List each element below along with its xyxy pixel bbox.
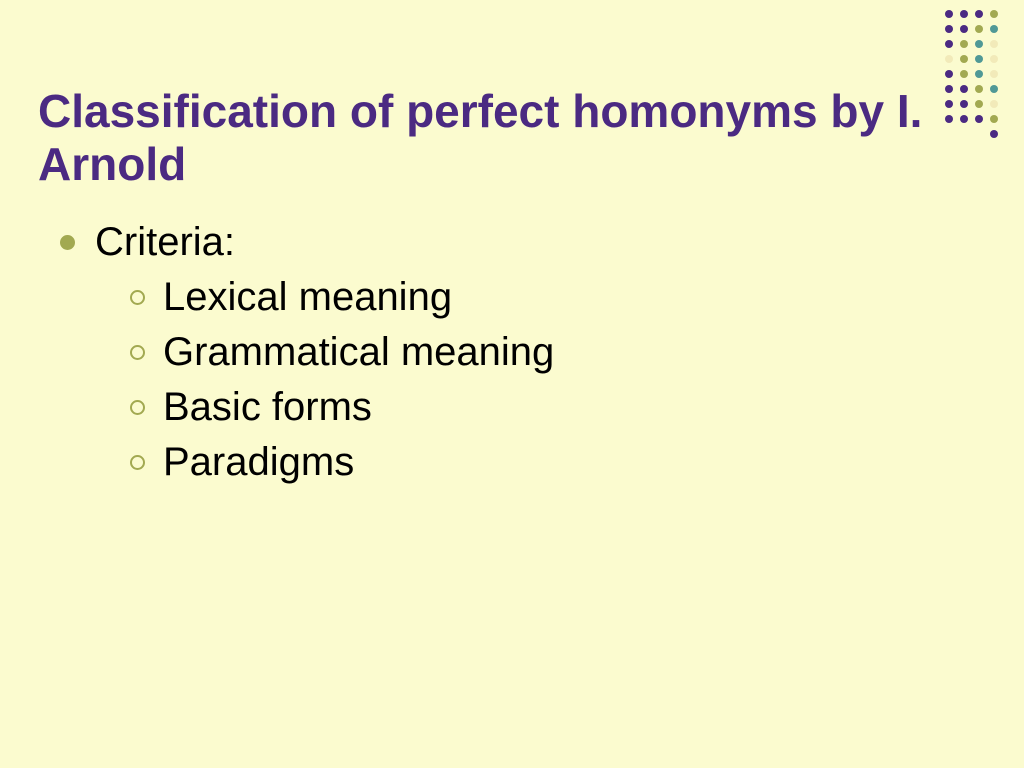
decor-dot-icon: [990, 10, 998, 18]
list-item: Criteria:: [60, 220, 964, 265]
decor-dot-icon: [975, 55, 983, 63]
decor-dot-icon: [945, 55, 953, 63]
bullet-ring-icon: [130, 345, 145, 360]
bullet-ring-icon: [130, 455, 145, 470]
list-item: Basic forms: [130, 385, 964, 430]
decor-dot-icon: [990, 70, 998, 78]
bullet-ring-icon: [130, 290, 145, 305]
decor-row: [945, 40, 998, 48]
decor-dot-icon: [990, 25, 998, 33]
list-item: Paradigms: [130, 440, 964, 485]
decor-dot-icon: [960, 10, 968, 18]
list-item-label: Lexical meaning: [163, 275, 452, 320]
decor-dot-icon: [975, 40, 983, 48]
decor-dot-icon: [990, 115, 998, 123]
list-item: Grammatical meaning: [130, 330, 964, 375]
slide-title: Classification of perfect homonyms by I.…: [38, 85, 984, 191]
decor-dot-icon: [960, 55, 968, 63]
decor-row: [945, 25, 998, 33]
list-item-label: Basic forms: [163, 385, 372, 430]
decor-dot-icon: [990, 130, 998, 138]
decor-row: [990, 130, 998, 138]
decor-row: [945, 70, 998, 78]
sub-list: Lexical meaning Grammatical meaning Basi…: [130, 275, 964, 485]
list-item: Lexical meaning: [130, 275, 964, 320]
decor-row: [945, 10, 998, 18]
decor-dot-icon: [960, 25, 968, 33]
decor-dot-icon: [960, 40, 968, 48]
decor-dot-icon: [945, 40, 953, 48]
decor-dot-icon: [945, 10, 953, 18]
decor-dot-icon: [990, 55, 998, 63]
title-row: Classification of perfect homonyms by I.…: [38, 85, 984, 191]
list-item-label: Paradigms: [163, 440, 354, 485]
content-area: Criteria: Lexical meaning Grammatical me…: [60, 220, 964, 495]
decor-dot-icon: [975, 10, 983, 18]
bullet-list: Criteria: Lexical meaning Grammatical me…: [60, 220, 964, 485]
bullet-ring-icon: [130, 400, 145, 415]
decor-row: [945, 55, 998, 63]
decor-dot-icon: [945, 70, 953, 78]
decor-dot-icon: [960, 70, 968, 78]
decor-dot-icon: [990, 100, 998, 108]
list-item-label: Criteria:: [95, 220, 235, 265]
decor-dot-icon: [945, 25, 953, 33]
bullet-dot-icon: [60, 235, 75, 250]
list-item-label: Grammatical meaning: [163, 330, 554, 375]
decor-dot-icon: [975, 70, 983, 78]
decor-dot-icon: [975, 25, 983, 33]
decor-dot-icon: [990, 85, 998, 93]
decor-dot-icon: [990, 40, 998, 48]
